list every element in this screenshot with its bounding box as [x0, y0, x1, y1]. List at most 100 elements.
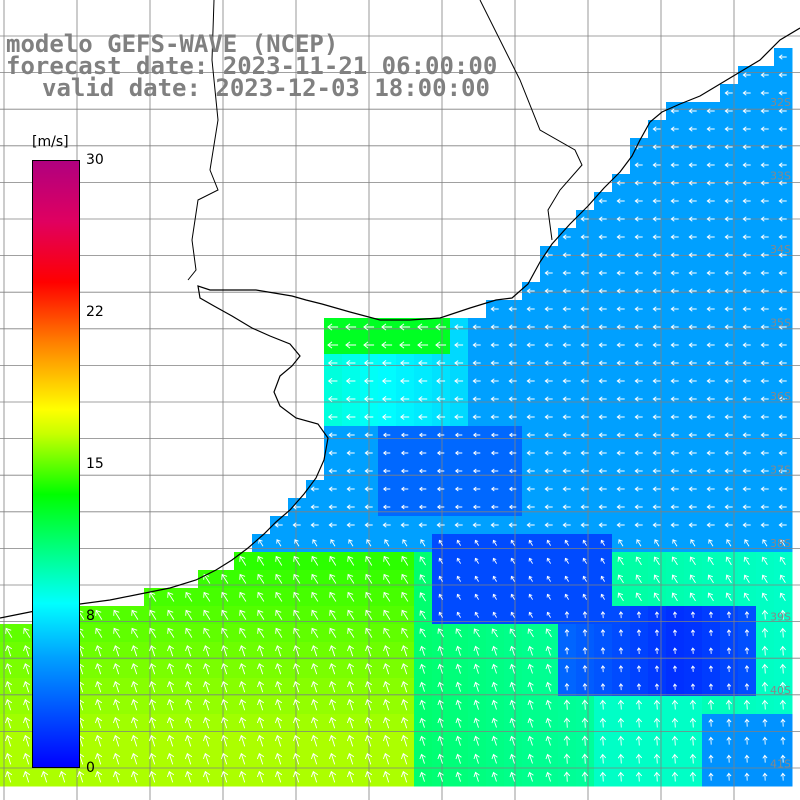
wind-arrow — [510, 575, 515, 582]
wind-arrow — [492, 575, 497, 582]
wind-arrow — [581, 699, 589, 710]
wind-arrow — [688, 252, 697, 258]
wind-arrow — [526, 522, 535, 528]
wind-arrow — [744, 539, 750, 547]
wind-arrow — [473, 628, 480, 638]
wind-arrow — [598, 360, 607, 366]
wind-arrow — [582, 557, 587, 564]
wind-arrow — [490, 522, 499, 528]
wind-arrow — [399, 323, 411, 331]
wind-arrow — [473, 663, 480, 674]
wind-arrow — [365, 698, 373, 711]
wind-arrow — [652, 234, 661, 240]
wind-arrow — [616, 486, 625, 492]
wind-arrow — [455, 699, 462, 710]
wind-arrow — [382, 752, 391, 765]
wind-arrow — [490, 396, 499, 402]
wind-arrow — [706, 378, 715, 384]
wind-arrow — [563, 753, 571, 764]
wind-arrow — [562, 414, 571, 420]
wind-arrow — [491, 663, 498, 674]
wind-arrow — [5, 645, 13, 657]
wind-arrow — [742, 162, 751, 168]
wind-arrow — [221, 663, 229, 675]
wind-arrow — [383, 591, 391, 602]
wind-arrow — [203, 591, 211, 602]
wind-arrow — [725, 699, 733, 710]
latitude-label: 40S — [770, 684, 791, 697]
wind-arrow — [310, 716, 319, 729]
wind-arrow — [454, 432, 463, 438]
wind-arrow — [238, 752, 247, 765]
wind-arrow — [582, 665, 588, 673]
wind-arrow — [202, 770, 211, 783]
wind-arrow — [400, 770, 409, 783]
wind-arrow — [670, 522, 679, 528]
wind-arrow — [4, 716, 13, 729]
wind-arrow — [381, 341, 393, 349]
wind-arrow — [203, 627, 211, 638]
wind-arrow — [744, 772, 750, 781]
wind-arrow — [582, 683, 588, 691]
wind-arrow — [527, 681, 534, 692]
wind-arrow — [363, 378, 374, 384]
wind-arrow — [400, 468, 409, 474]
wind-arrow — [490, 342, 499, 348]
wind-arrow — [778, 432, 787, 438]
wind-arrow — [363, 323, 375, 331]
wind-arrow — [742, 324, 751, 330]
wind-arrow — [113, 609, 121, 620]
wind-arrow — [599, 717, 607, 728]
wind-arrow — [760, 162, 769, 168]
wind-arrow — [582, 629, 588, 637]
wind-arrow — [311, 591, 319, 602]
wind-arrow — [275, 591, 283, 602]
wind-arrow — [688, 270, 697, 276]
wind-arrow — [744, 647, 750, 655]
wind-arrow — [724, 180, 733, 186]
wind-arrow — [492, 557, 497, 564]
wind-arrow — [564, 628, 570, 637]
wind-arrow — [778, 126, 787, 132]
wind-arrow — [670, 396, 679, 402]
wind-arrow — [778, 414, 787, 420]
wind-arrow — [166, 734, 175, 747]
wind-arrow — [544, 414, 553, 420]
wind-arrow — [257, 663, 265, 675]
wind-arrow — [616, 504, 625, 510]
wind-arrow — [509, 753, 516, 764]
wind-arrow — [256, 716, 265, 729]
wind-arrow — [221, 573, 229, 584]
wind-arrow — [401, 573, 409, 584]
wind-arrow — [239, 680, 247, 693]
wind-arrow — [706, 432, 715, 438]
wind-arrow — [562, 252, 571, 258]
wind-arrow — [598, 198, 607, 204]
wind-arrow — [708, 665, 714, 672]
wind-arrow — [688, 216, 697, 222]
wind-arrow — [779, 627, 786, 638]
wind-arrow — [346, 716, 355, 729]
wind-arrow — [670, 216, 679, 222]
wind-arrow — [708, 611, 714, 618]
wind-arrow — [94, 770, 103, 783]
wind-arrow — [598, 270, 607, 276]
wind-arrow — [726, 665, 732, 673]
wind-arrow — [473, 717, 480, 728]
wind-arrow — [400, 734, 409, 747]
wind-arrow — [744, 611, 750, 619]
wind-arrow — [454, 378, 464, 384]
wind-arrow — [346, 486, 355, 492]
wind-arrow — [636, 629, 642, 637]
wind-arrow — [762, 736, 768, 745]
wind-arrow — [652, 468, 661, 474]
wind-arrow — [5, 663, 13, 675]
wind-arrow — [400, 504, 409, 510]
wind-arrow — [544, 288, 553, 294]
wind-arrow — [582, 575, 587, 582]
wind-arrow — [600, 575, 605, 582]
wind-arrow — [652, 180, 661, 186]
wind-arrow — [726, 539, 732, 547]
wind-arrow — [778, 144, 787, 150]
wind-arrow — [401, 627, 409, 638]
